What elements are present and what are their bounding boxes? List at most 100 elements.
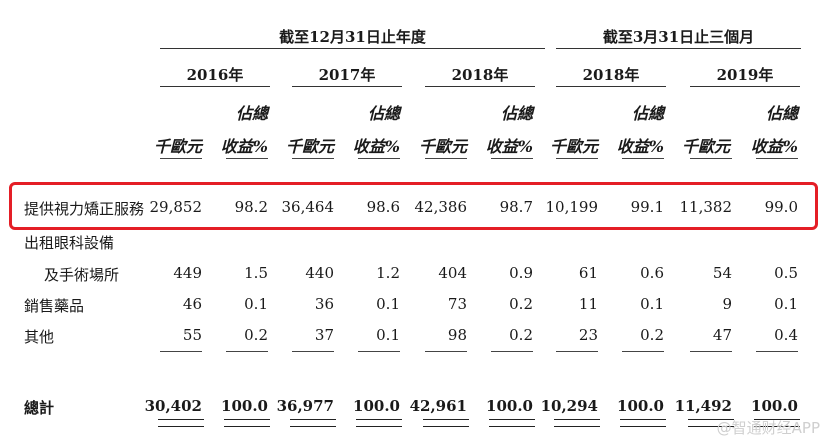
year-header-2018-q1: 2018年 [582,66,640,84]
unit-rule [491,158,533,159]
pct-header-line2-2018: 收益% [485,137,533,156]
year-rule-2018 [425,86,535,87]
row-label-surgery-venue: 及手術場所 [44,266,120,284]
cell: 10,199 [545,198,599,216]
cell: 0.1 [774,295,798,313]
total-double-rule [554,419,600,427]
pct-header-line1-2019-q1: 佔總 [765,104,798,123]
total-double-rule [620,419,666,427]
cell: 0.4 [774,326,798,344]
cell: 0.2 [509,326,533,344]
cell: 0.9 [509,264,533,282]
subtotal-rule [226,351,268,352]
unit-rule [226,158,268,159]
cell: 0.2 [640,326,664,344]
cell: 0.1 [640,295,664,313]
year-header-2018: 2018年 [451,66,509,84]
total-cell: 100.0 [353,397,400,415]
pct-header-line2-2017: 收益% [352,137,400,156]
header-three-months-group: 截至3月31日止三個月 [602,28,755,46]
cell: 29,852 [149,198,203,216]
pct-header-line2-2018-q1: 收益% [616,137,664,156]
unit-rule [160,158,202,159]
cell: 55 [182,326,202,344]
cell: 99.1 [630,198,664,216]
unit-rule [756,158,798,159]
total-cell: 100.0 [751,397,798,415]
header-year-end-group: 截至12月31日止年度 [279,28,426,46]
total-cell: 10,294 [540,397,598,415]
unit-rule [358,158,400,159]
total-double-rule [158,419,204,427]
cell: 11 [578,295,598,313]
cell: 0.1 [376,295,400,313]
unit-rule [425,158,467,159]
subtotal-rule [622,351,664,352]
total-double-rule [489,419,535,427]
cell: 0.2 [509,295,533,313]
total-cell: 100.0 [486,397,533,415]
subtotal-rule [690,351,732,352]
total-cell: 11,492 [674,397,732,415]
year-header-2017: 2017年 [318,66,376,84]
amount-header-2018: 千歐元 [418,137,467,156]
cell: 0.2 [244,326,268,344]
cell: 9 [722,295,732,313]
cell: 73 [447,295,467,313]
year-rule-2017 [292,86,402,87]
unit-rule [556,158,598,159]
row-label-drug-sales: 銷售藥品 [24,297,85,315]
subtotal-rule [425,351,467,352]
subtotal-rule [358,351,400,352]
cell: 404 [438,264,467,282]
total-double-rule [224,419,270,427]
year-rule-2018-q1 [556,86,666,87]
pct-header-line1-2018-q1: 佔總 [631,104,664,123]
total-cell: 100.0 [617,397,664,415]
year-rule-2016 [160,86,270,87]
cell: 37 [314,326,334,344]
row-label-total: 總計 [24,399,55,417]
cell: 36 [314,295,334,313]
cell: 1.2 [376,264,400,282]
cell: 0.1 [376,326,400,344]
total-double-rule [356,419,402,427]
amount-header-2016: 千歐元 [153,137,202,156]
unit-rule [622,158,664,159]
total-cell: 100.0 [221,397,268,415]
cell: 98.6 [366,198,400,216]
row-label-vision-correction: 提供視力矯正服務 [24,200,145,218]
pct-header-line2-2019-q1: 收益% [750,137,798,156]
unit-rule [292,158,334,159]
cell: 0.1 [244,295,268,313]
header-year-end-rule [160,48,545,49]
cell: 449 [173,264,202,282]
cell: 98.2 [234,198,268,216]
cell: 23 [578,326,598,344]
cell: 42,386 [414,198,468,216]
subtotal-rule [491,351,533,352]
subtotal-rule [556,351,598,352]
subtotal-rule [160,351,202,352]
subtotal-rule [756,351,798,352]
subtotal-rule [292,351,334,352]
amount-header-2018-q1: 千歐元 [549,137,598,156]
unit-rule [690,158,732,159]
total-double-rule [754,419,800,427]
pct-header-line1-2017: 佔總 [367,104,400,123]
total-double-rule [290,419,336,427]
total-cell: 36,977 [276,397,334,415]
pct-header-line1-2016: 佔總 [235,104,268,123]
cell: 98 [447,326,467,344]
year-rule-2019-q1 [690,86,800,87]
cell: 11,382 [679,198,733,216]
total-double-rule [688,419,734,427]
cell: 61 [578,264,598,282]
year-header-2019-q1: 2019年 [716,66,774,84]
year-header-2016: 2016年 [186,66,244,84]
watermark: @智通财经APP [716,419,820,437]
cell: 47 [712,326,732,344]
total-double-rule [423,419,469,427]
highlight-box [9,182,818,230]
pct-header-line2-2016: 收益% [220,137,268,156]
